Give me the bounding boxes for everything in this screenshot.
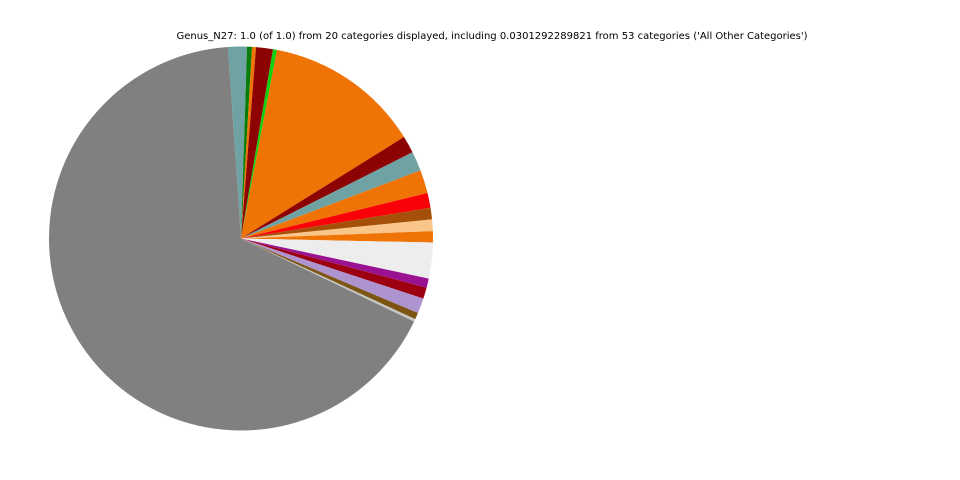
slice-brown <box>241 207 433 239</box>
slice-darkred <box>241 238 427 299</box>
slice-magenta <box>241 238 429 288</box>
slice-orange-b <box>241 49 405 239</box>
chart-title: Genus_N27: 1.0 (of 1.0) from 20 categori… <box>176 31 808 42</box>
slice-red <box>241 193 431 239</box>
slice-lime <box>241 49 277 239</box>
slice-olive-brown <box>241 238 418 320</box>
slice-lavender <box>241 238 424 314</box>
slice-all-other-categories <box>241 238 433 279</box>
slice-gray <box>48 46 415 431</box>
slice-peach <box>241 219 433 239</box>
slice-orange-c <box>241 170 428 239</box>
slice-silver <box>241 238 416 322</box>
slice-darkgreen <box>241 46 253 239</box>
slice-teal-b <box>241 152 421 239</box>
slice-orange-d <box>241 231 434 243</box>
slice-orange-a <box>241 46 257 239</box>
slice-maroon-a <box>241 47 274 239</box>
slice-maroon-b <box>241 137 413 239</box>
slice-teal-a <box>227 46 248 239</box>
